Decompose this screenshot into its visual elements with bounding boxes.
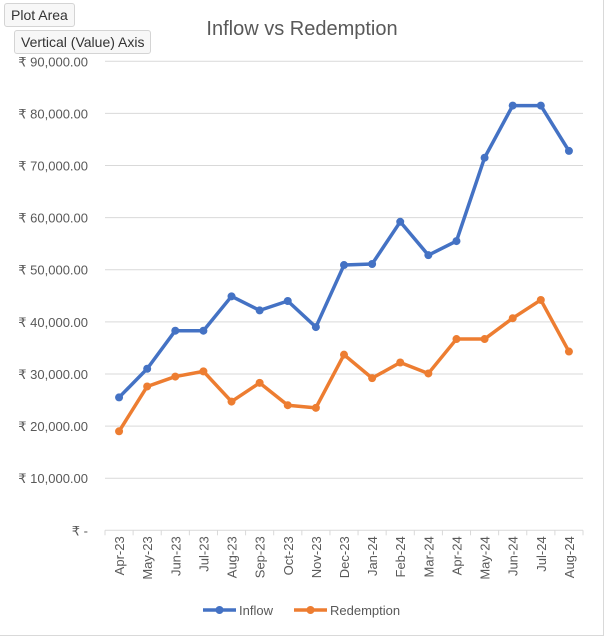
data-point[interactable] (564, 347, 573, 356)
data-point[interactable] (508, 314, 517, 323)
x-tick-label: Dec-23 (337, 536, 352, 578)
x-tick-label: Jul-23 (196, 536, 211, 571)
data-point[interactable] (536, 101, 545, 110)
gridlines (105, 60, 583, 479)
legend-label: Inflow (239, 603, 274, 618)
data-point[interactable] (171, 326, 180, 335)
x-tick-label: Jun-24 (506, 536, 521, 576)
series-inflow[interactable] (115, 101, 573, 402)
data-point[interactable] (368, 260, 377, 269)
x-tick-label: Jun-23 (168, 536, 183, 576)
axis-tooltip: Vertical (Value) Axis (14, 30, 152, 54)
x-tick-label: Nov-23 (309, 536, 324, 578)
legend-marker-icon (306, 606, 315, 614)
data-point[interactable] (311, 403, 320, 412)
y-tick-label: ₹ 90,000.00 (18, 54, 88, 69)
x-tick-label: Jul-24 (534, 536, 549, 571)
data-point[interactable] (283, 401, 292, 410)
y-tick-label: ₹ 50,000.00 (18, 263, 88, 278)
data-point[interactable] (480, 335, 489, 344)
data-point[interactable] (340, 350, 348, 359)
data-point[interactable] (424, 369, 433, 378)
x-tick-label: Mar-24 (421, 536, 436, 577)
x-tick-label: Jan-24 (365, 536, 380, 576)
x-tick-label: Aug-23 (225, 536, 240, 578)
y-tick-label: ₹ 20,000.00 (18, 419, 88, 434)
data-point[interactable] (143, 382, 152, 391)
y-tick-label: ₹ - (72, 523, 88, 538)
x-axis: Apr-23 May-23 Jun-23 Jul-23 Aug-23 Sep-23 Oct-… (104, 529, 584, 580)
x-tick-label: Sep-23 (253, 536, 268, 578)
data-point[interactable] (368, 374, 377, 383)
data-point[interactable] (227, 397, 236, 406)
legend-item-redemption[interactable]: Redemption (294, 603, 400, 618)
data-point[interactable] (480, 153, 489, 162)
y-tick-label: ₹ 40,000.00 (18, 315, 88, 330)
data-point[interactable] (199, 326, 208, 335)
data-point[interactable] (396, 358, 405, 367)
legend-item-inflow[interactable]: Inflow (203, 603, 274, 618)
data-point[interactable] (199, 367, 208, 376)
x-tick-label: May-24 (478, 536, 493, 579)
data-point[interactable] (452, 237, 461, 246)
series-lines (115, 101, 573, 436)
data-point[interactable] (171, 372, 180, 381)
y-tick-label: ₹ 30,000.00 (18, 367, 88, 382)
data-point[interactable] (115, 427, 124, 436)
x-tick-label: Apr-23 (112, 536, 127, 575)
data-point[interactable] (424, 251, 433, 260)
data-point[interactable] (340, 261, 348, 270)
data-point[interactable] (255, 378, 264, 387)
legend-label: Redemption (330, 603, 400, 618)
data-point[interactable] (536, 295, 545, 304)
x-tick-label: Feb-24 (393, 536, 408, 577)
data-point[interactable] (227, 292, 236, 301)
data-point[interactable] (396, 217, 405, 226)
y-tick-label: ₹ 10,000.00 (18, 471, 88, 486)
plot-area-tooltip: Plot Area (4, 3, 75, 27)
data-point[interactable] (115, 393, 124, 402)
y-tick-label: ₹ 70,000.00 (18, 159, 88, 174)
y-tick-label: ₹ 60,000.00 (18, 211, 88, 226)
data-point[interactable] (508, 101, 517, 110)
y-tick-label: ₹ 80,000.00 (18, 106, 88, 121)
x-tick-label: Oct-23 (281, 536, 296, 575)
data-point[interactable] (564, 146, 573, 155)
x-tick-label: Apr-24 (449, 536, 464, 575)
series-redemption[interactable] (115, 295, 573, 436)
data-point[interactable] (255, 306, 264, 315)
data-point[interactable] (283, 297, 292, 306)
legend-marker-icon (215, 606, 224, 614)
y-axis: ₹ - ₹ 10,000.00 ₹ 20,000.00 ₹ 30,000.00 ₹ 40… (18, 54, 88, 538)
chart-title: Inflow vs Redemption (206, 18, 397, 40)
x-tick-label: Aug-24 (562, 536, 577, 578)
data-point[interactable] (311, 323, 320, 332)
legend: Inflow Redemption (203, 603, 400, 618)
data-point[interactable] (143, 364, 152, 373)
data-point[interactable] (452, 335, 461, 344)
x-tick-label: May-23 (140, 536, 155, 579)
